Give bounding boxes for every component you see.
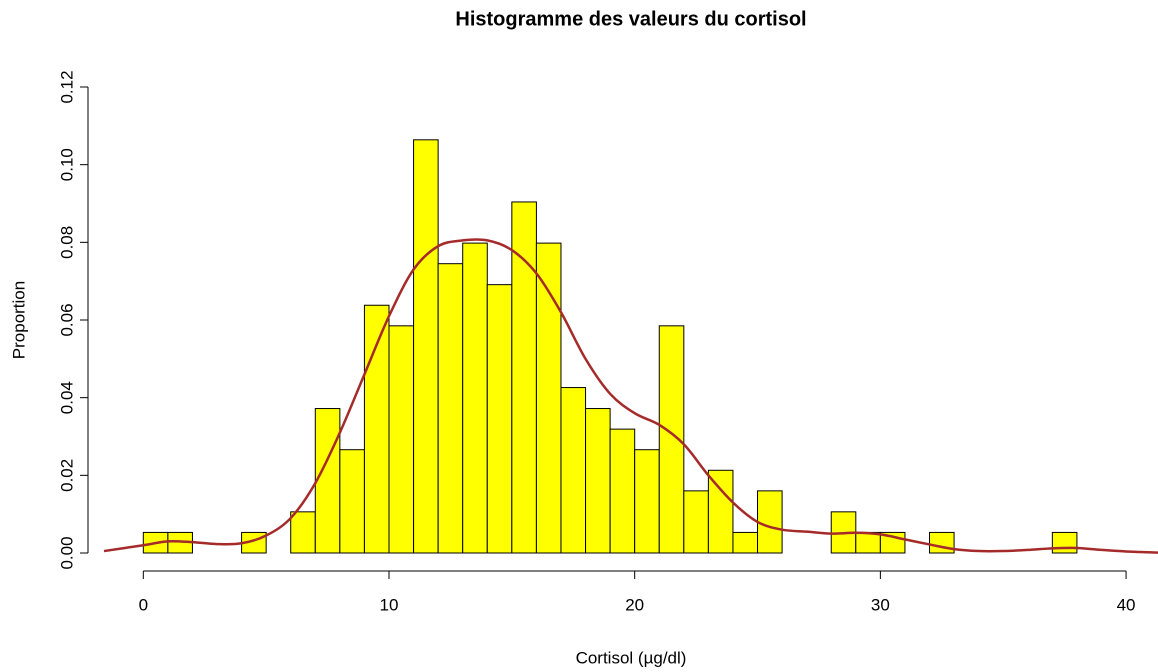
y-axis-label: Proportion (9, 281, 28, 359)
y-tick-label: 0.00 (57, 536, 76, 569)
bar (585, 408, 611, 554)
bar (609, 428, 636, 554)
bar (560, 387, 587, 554)
x-tick-label: 20 (625, 595, 644, 614)
y-tick-label: 0.02 (57, 459, 76, 492)
bar (855, 531, 881, 554)
bar (634, 449, 660, 554)
y-tick-label: 0.08 (57, 226, 76, 259)
bar (732, 531, 759, 554)
bar (535, 242, 562, 554)
bar (437, 263, 464, 554)
bar (388, 325, 415, 554)
bar (707, 469, 734, 554)
bar (929, 531, 955, 554)
x-tick-label: 30 (871, 595, 890, 614)
bar (658, 325, 685, 554)
y-tick-label: 0.10 (57, 148, 76, 181)
y-tick-label: 0.06 (57, 303, 76, 336)
bar (339, 449, 365, 554)
bar (757, 490, 783, 554)
bar (314, 408, 341, 554)
bar (290, 511, 316, 554)
bar (683, 490, 709, 554)
bar (486, 284, 513, 554)
density-curve (103, 238, 1158, 554)
x-tick-label: 40 (1117, 595, 1136, 614)
chart-title: Histogramme des valeurs du cortisol (455, 8, 806, 30)
y-tick-label: 0.04 (57, 381, 76, 414)
bar (413, 139, 439, 554)
x-tick-label: 0 (139, 595, 148, 614)
x-axis-label: Cortisol (µg/dl) (576, 648, 687, 667)
bar (462, 242, 488, 554)
x-tick-label: 10 (380, 595, 399, 614)
bar (511, 201, 537, 554)
y-tick-label: 0.12 (57, 70, 76, 103)
bar (1051, 531, 1078, 554)
